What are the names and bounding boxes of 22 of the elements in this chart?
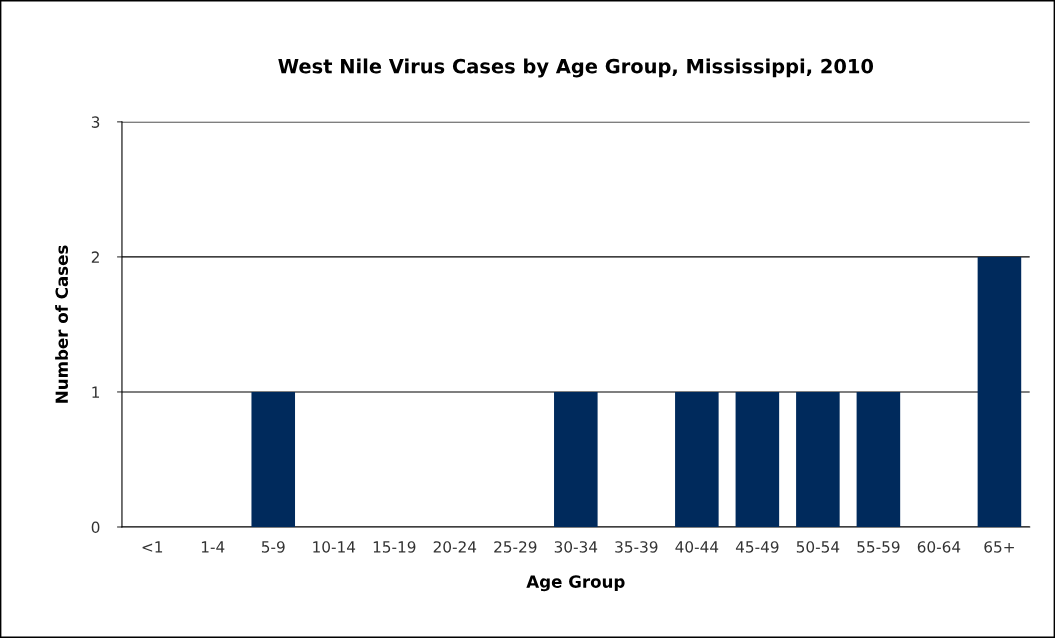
x-tick-label: 5-9 <box>261 541 285 553</box>
x-tick-label: 45-49 <box>735 541 779 553</box>
x-tick-label: 35-39 <box>615 541 658 553</box>
x-tick-label: 55-59 <box>857 541 900 553</box>
y-tick-label: 2 <box>91 251 99 263</box>
x-tick-label: 65+ <box>984 541 1014 553</box>
chart-title: West Nile Virus Cases by Age Group, Mississippi, 2010 <box>278 58 874 78</box>
x-tick-label: 30-34 <box>554 541 598 553</box>
x-tick-label: 40-44 <box>675 541 719 553</box>
x-tick-label: 20-24 <box>433 541 477 553</box>
x-tick-label: 50-54 <box>796 541 840 553</box>
y-tick-label: 1 <box>92 386 100 398</box>
x-tick-label: 25-29 <box>494 541 537 553</box>
x-axis-title: Age Group <box>526 575 625 592</box>
y-tick-label: 0 <box>91 521 100 534</box>
x-tick-label: 1-4 <box>201 541 225 553</box>
y-axis-title: Number of Cases <box>55 245 69 403</box>
x-tick-label: 60-64 <box>917 541 961 553</box>
x-tick-label: <1 <box>142 541 163 553</box>
x-tick-label: 10-14 <box>313 541 356 553</box>
x-tick-label: 15-19 <box>373 541 416 553</box>
y-tick-label: 3 <box>91 116 100 128</box>
